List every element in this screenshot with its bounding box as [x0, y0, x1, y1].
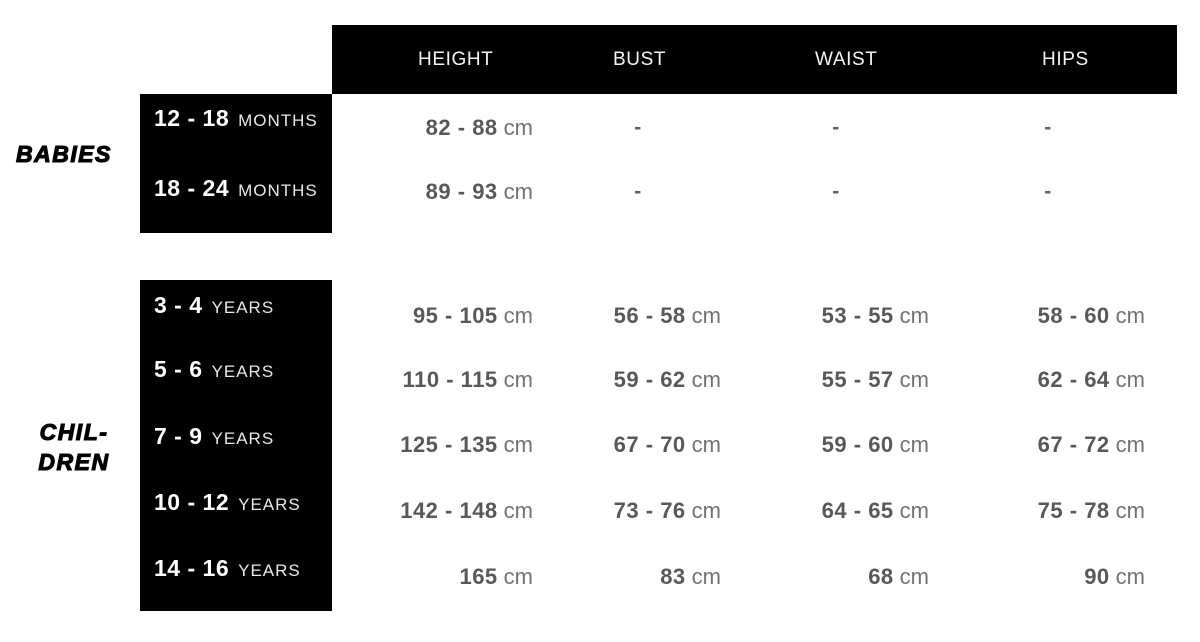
age-range-label: 7 - 9 — [154, 423, 203, 449]
table-row: 95 - 105 cm 56 - 58 cm 53 - 55 cm 58 - 60 cm — [332, 300, 1156, 332]
age-range-label: 14 - 16 — [154, 555, 230, 581]
babies-age-box: 12 - 18 MONTHS 18 - 24 MONTHS — [140, 94, 332, 233]
section-label-children: CHIL- DREN — [18, 417, 130, 477]
hips-cell: - — [940, 176, 1156, 211]
bust-cell: - — [544, 176, 732, 211]
dash: - — [1044, 180, 1052, 203]
height-cell: 89 - 93 cm — [425, 179, 533, 204]
age-unit-label: YEARS — [211, 298, 275, 317]
waist-cell: 64 - 65 cm — [821, 498, 929, 523]
waist-cell: 55 - 57 cm — [821, 367, 929, 392]
waist-cell: - — [732, 176, 940, 211]
section-label-text: BABIES — [15, 140, 112, 167]
children-age-box: 3 - 4 YEARS 5 - 6 YEARS 7 - 9 YEARS 10 - 12… — [140, 280, 332, 611]
height-cell: 142 - 148 cm — [400, 498, 533, 523]
hips-cell: - — [940, 112, 1156, 147]
table-row: 89 - 93 cm - - - — [332, 176, 1156, 208]
table-row: 165 cm 83 cm 68 cm 90 cm — [332, 561, 1156, 593]
section-label-text: DREN — [38, 448, 110, 475]
age-unit-label: MONTHS — [238, 181, 318, 200]
table-row: 125 - 135 cm 67 - 70 cm 59 - 60 cm 67 - 72 c… — [332, 429, 1156, 461]
age-unit-label: MONTHS — [238, 111, 318, 130]
age-row: 3 - 4 YEARS — [154, 289, 328, 321]
hips-cell: 58 - 60 cm — [1037, 303, 1145, 328]
column-header-waist: WAIST — [815, 49, 878, 70]
bust-cell: 83 cm — [660, 564, 721, 589]
age-row: 12 - 18 MONTHS — [154, 102, 328, 134]
column-header-height: HEIGHT — [418, 49, 494, 70]
bust-cell: 67 - 70 cm — [613, 432, 721, 457]
age-unit-label: YEARS — [211, 429, 275, 448]
age-unit-label: YEARS — [211, 362, 275, 381]
table-row: 142 - 148 cm 73 - 76 cm 64 - 65 cm 75 - 78 c… — [332, 495, 1156, 527]
bust-cell: 56 - 58 cm — [613, 303, 721, 328]
age-range-label: 18 - 24 — [154, 175, 230, 201]
age-row: 18 - 24 MONTHS — [154, 172, 328, 204]
age-row: 14 - 16 YEARS — [154, 552, 328, 584]
waist-cell: 59 - 60 cm — [821, 432, 929, 457]
table-row: 110 - 115 cm 59 - 62 cm 55 - 57 cm 62 - 64 c… — [332, 364, 1156, 396]
height-cell: 110 - 115 cm — [402, 367, 533, 392]
section-label-text: CHIL- — [39, 418, 109, 445]
table-row: 82 - 88 cm - - - — [332, 112, 1156, 144]
age-range-label: 12 - 18 — [154, 105, 230, 131]
dash: - — [832, 180, 840, 203]
column-header-bust: BUST — [613, 49, 667, 70]
height-cell: 165 cm — [459, 564, 533, 589]
column-header-bar: HEIGHT BUST WAIST HIPS — [332, 25, 1177, 94]
age-range-label: 10 - 12 — [154, 489, 230, 515]
hips-cell: 62 - 64 cm — [1037, 367, 1145, 392]
hips-cell: 90 cm — [1084, 564, 1145, 589]
dash: - — [634, 180, 642, 203]
age-unit-label: YEARS — [238, 561, 301, 580]
bust-cell: 73 - 76 cm — [613, 498, 721, 523]
dash: - — [634, 116, 642, 139]
waist-cell: - — [732, 112, 940, 147]
waist-cell: 68 cm — [868, 564, 929, 589]
age-unit-label: YEARS — [238, 495, 301, 514]
age-row: 5 - 6 YEARS — [154, 353, 328, 385]
dash: - — [832, 116, 840, 139]
age-row: 10 - 12 YEARS — [154, 486, 328, 518]
age-range-label: 5 - 6 — [154, 356, 203, 382]
age-range-label: 3 - 4 — [154, 292, 203, 318]
hips-cell: 67 - 72 cm — [1037, 432, 1145, 457]
height-cell: 125 - 135 cm — [400, 432, 533, 457]
waist-cell: 53 - 55 cm — [821, 303, 929, 328]
height-cell: 95 - 105 cm — [412, 303, 533, 328]
column-header-hips: HIPS — [1042, 49, 1089, 70]
bust-cell: 59 - 62 cm — [613, 367, 721, 392]
bust-cell: - — [544, 112, 732, 147]
height-cell: 82 - 88 cm — [425, 115, 533, 140]
hips-cell: 75 - 78 cm — [1037, 498, 1145, 523]
dash: - — [1044, 116, 1052, 139]
age-row: 7 - 9 YEARS — [154, 420, 328, 452]
section-label-babies: BABIES — [15, 138, 112, 170]
